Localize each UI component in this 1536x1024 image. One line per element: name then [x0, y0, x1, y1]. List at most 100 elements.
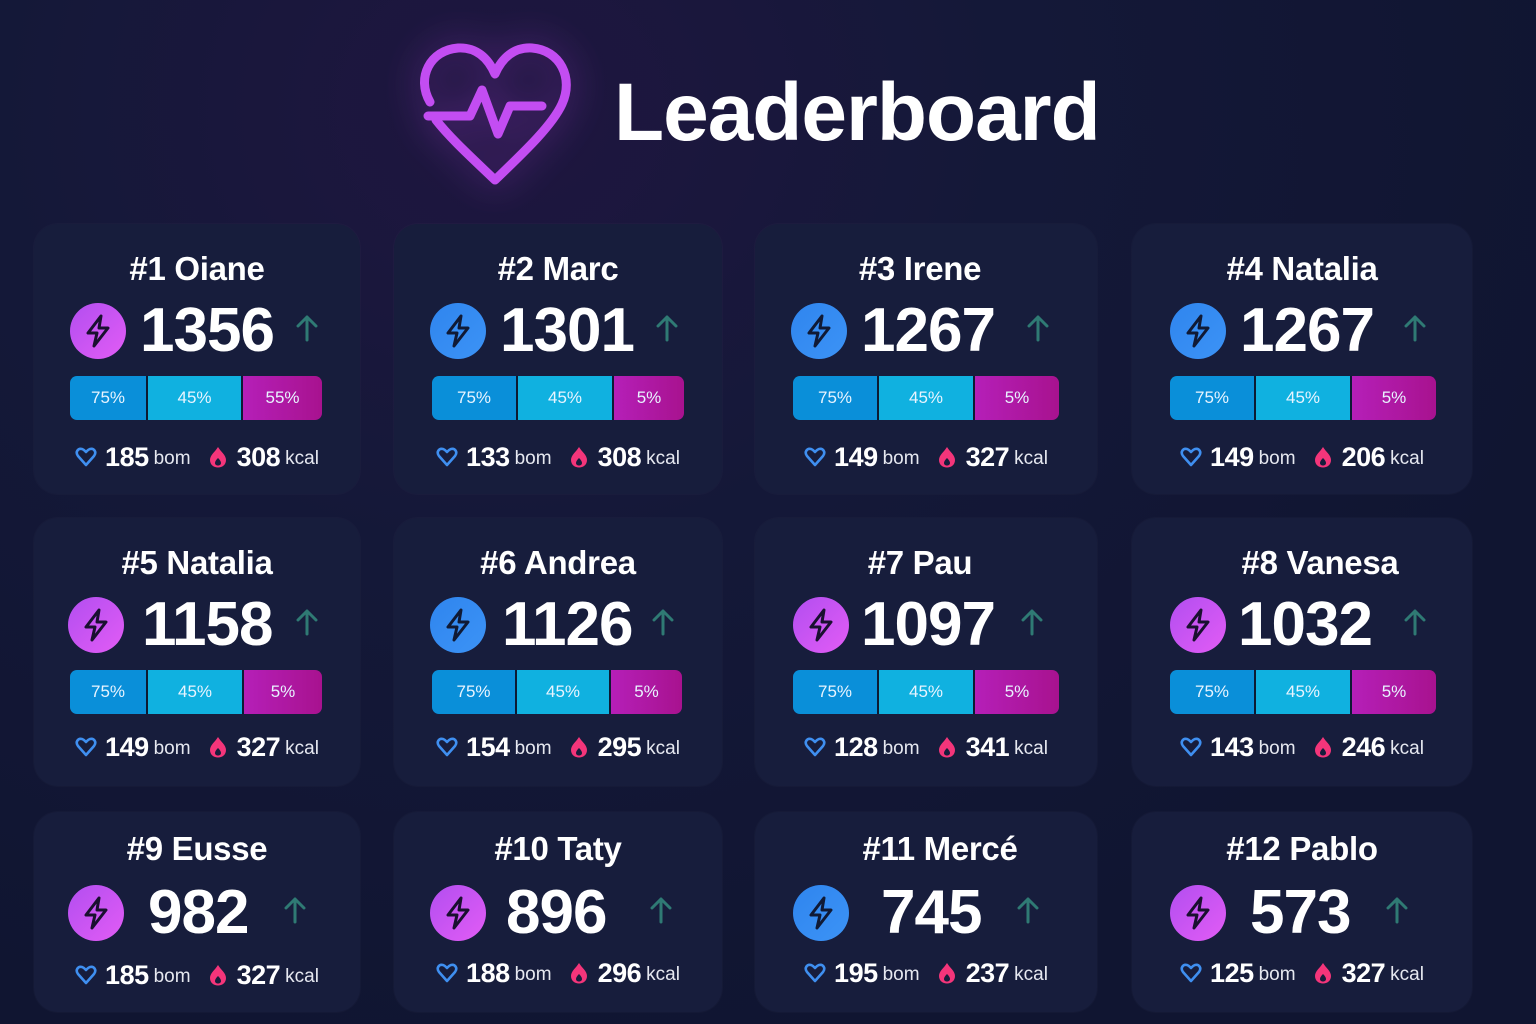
player-stats: 143 bom 246 kcal: [1132, 728, 1472, 762]
flame-icon: [209, 737, 226, 758]
heart-rate-unit: bom: [1258, 738, 1296, 759]
calories-value: 237: [965, 958, 1010, 988]
bar-segment-3: 55%: [243, 376, 322, 420]
heart-icon: [1180, 737, 1202, 757]
heart-rate-value: 188: [466, 958, 510, 988]
trend-up-icon: [296, 314, 318, 342]
trend-up-icon: [296, 608, 318, 636]
bolt-icon: [1170, 597, 1226, 653]
player-card[interactable]: #6 Andrea 1126 75% 45% 5% 154 bom 295 kcal: [394, 518, 722, 786]
bar-segment-2: 45%: [148, 376, 243, 420]
player-score: 573: [1250, 878, 1351, 947]
bolt-icon: [68, 597, 124, 653]
bar-segment-2: 45%: [879, 376, 975, 420]
page-header: Leaderboard: [412, 38, 1101, 188]
heart-pulse-icon: [412, 38, 578, 188]
bar-segment-1: 75%: [70, 376, 148, 420]
calories-value: 296: [597, 958, 642, 988]
bolt-icon: [793, 885, 849, 941]
player-score: 1126: [502, 590, 634, 659]
player-score: 896: [506, 878, 607, 947]
trend-up-icon: [284, 896, 306, 924]
heart-icon: [804, 447, 826, 467]
heart-icon: [436, 963, 458, 983]
bar-segment-1: 75%: [432, 376, 518, 420]
heart-icon: [75, 447, 97, 467]
calories-value: 327: [236, 960, 281, 990]
flame-icon: [1314, 737, 1331, 758]
trend-up-icon: [1386, 896, 1408, 924]
calories-unit: kcal: [1390, 448, 1424, 469]
bolt-icon: [68, 885, 124, 941]
player-card[interactable]: #5 Natalia 1158 75% 45% 5% 149 bom 327 kca…: [34, 518, 360, 786]
player-name: #7 Pau: [867, 544, 973, 581]
bar-segment-1: 75%: [793, 376, 879, 420]
flame-icon: [938, 737, 955, 758]
calories-unit: kcal: [646, 738, 680, 759]
player-name: #3 Irene: [858, 250, 982, 287]
heart-icon: [75, 965, 97, 985]
bar-segment-2: 45%: [1256, 670, 1352, 714]
player-score: 1097: [861, 590, 996, 659]
progress-bars: 75% 45% 5%: [1170, 376, 1436, 420]
flame-icon: [1314, 963, 1331, 984]
heart-rate-unit: bom: [153, 448, 191, 469]
bar-segment-2: 45%: [1256, 376, 1352, 420]
bolt-icon: [430, 885, 486, 941]
heart-rate-unit: bom: [153, 966, 191, 987]
heart-rate-value: 125: [1210, 958, 1254, 988]
heart-icon: [1180, 963, 1202, 983]
bar-segment-3: 5%: [975, 376, 1059, 420]
player-card[interactable]: #12 Pablo 573 125 bom 327 kcal: [1132, 812, 1472, 1012]
flame-icon: [209, 447, 226, 468]
heart-rate-value: 185: [105, 960, 149, 990]
bar-segment-3: 5%: [975, 670, 1059, 714]
bolt-icon: [793, 597, 849, 653]
heart-rate-value: 143: [1210, 732, 1254, 762]
heart-rate-unit: bom: [1258, 448, 1296, 469]
heart-rate-value: 128: [834, 732, 878, 762]
heart-rate-value: 149: [1210, 442, 1254, 472]
heart-icon: [75, 737, 97, 757]
bar-segment-3: 5%: [611, 670, 682, 714]
calories-unit: kcal: [285, 966, 319, 987]
player-score: 1267: [861, 296, 996, 365]
player-card[interactable]: #7 Pau 1097 75% 45% 5% 128 bom 341 kcal: [755, 518, 1097, 786]
calories-value: 327: [965, 442, 1010, 472]
bar-segment-2: 45%: [518, 376, 614, 420]
player-name: #12 Pablo: [1226, 830, 1378, 867]
player-score: 1158: [142, 590, 274, 659]
page-title: Leaderboard: [614, 67, 1101, 158]
bar-segment-2: 45%: [148, 670, 244, 714]
calories-value: 308: [597, 442, 642, 472]
player-card[interactable]: #9 Eusse 982 185 bom 327 kcal: [34, 812, 360, 1012]
bar-segment-3: 5%: [1352, 376, 1436, 420]
player-score: 1301: [500, 296, 635, 365]
player-score: 745: [881, 878, 982, 947]
player-name: #2 Marc: [497, 250, 619, 287]
calories-value: 295: [597, 732, 642, 762]
player-stats: 149 bom 206 kcal: [1132, 438, 1472, 472]
calories-value: 308: [236, 442, 281, 472]
progress-bars: 75% 45% 5%: [793, 376, 1059, 420]
player-card[interactable]: #4 Natalia 1267 75% 45% 5% 149 bom 206 kca…: [1132, 224, 1472, 494]
player-card[interactable]: #10 Taty 896 188 bom 296 kcal: [394, 812, 722, 1012]
player-score: 982: [148, 878, 249, 947]
player-name: #1 Oiane: [129, 250, 265, 287]
bolt-icon: [430, 597, 486, 653]
player-card[interactable]: #2 Marc 1301 75% 45% 5% 133 bom 308 kcal: [394, 224, 722, 494]
player-name: #11 Mercé: [862, 830, 1018, 867]
player-stats: 188 bom 296 kcal: [394, 954, 722, 988]
progress-bars: 75% 45% 5%: [793, 670, 1059, 714]
player-card[interactable]: #11 Mercé 745 195 bom 237 kcal: [755, 812, 1097, 1012]
heart-rate-value: 149: [834, 442, 878, 472]
heart-rate-unit: bom: [514, 448, 552, 469]
player-stats: 154 bom 295 kcal: [394, 728, 722, 762]
player-card[interactable]: #8 Vanesa 1032 75% 45% 5% 143 bom 246 kcal: [1132, 518, 1472, 786]
trend-up-icon: [1404, 608, 1426, 636]
player-card[interactable]: #3 Irene 1267 75% 45% 5% 149 bom 327 kcal: [755, 224, 1097, 494]
trend-up-icon: [1027, 314, 1049, 342]
player-card[interactable]: #1 Oiane 1356 75% 45% 55% 185 bom 308 kcal: [34, 224, 360, 494]
progress-bars: 75% 45% 5%: [432, 376, 684, 420]
bar-segment-1: 75%: [70, 670, 148, 714]
